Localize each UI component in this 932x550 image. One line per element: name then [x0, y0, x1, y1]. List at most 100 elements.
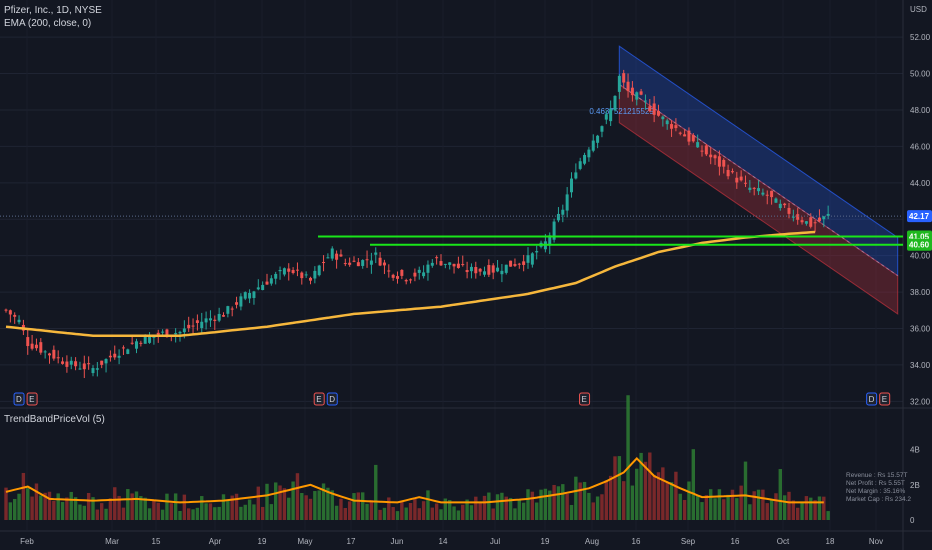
- candle-body: [208, 318, 212, 321]
- candle-body: [365, 259, 369, 261]
- time-axis-label: 14: [439, 537, 448, 546]
- candle-body: [195, 320, 199, 324]
- volume-bar: [200, 496, 204, 520]
- candle-body: [509, 260, 513, 267]
- volume-bar: [482, 495, 487, 520]
- candle-body: [704, 145, 708, 155]
- volume-bar: [582, 481, 587, 520]
- candle-body: [617, 75, 621, 92]
- candle-body: [748, 187, 752, 190]
- volume-bar: [330, 490, 334, 520]
- candle-body: [770, 190, 774, 198]
- volume-bar: [452, 506, 456, 520]
- candle-body: [409, 279, 413, 281]
- time-axis-label: Feb: [20, 537, 34, 546]
- volume-bar: [565, 493, 569, 520]
- volume-bar: [600, 494, 604, 520]
- candle-body: [548, 235, 552, 246]
- stat-revenue: Revenue : Rs 15.57T: [846, 472, 908, 479]
- candle-body: [635, 92, 639, 100]
- candle-body: [483, 271, 486, 275]
- volume-bar: [143, 497, 147, 520]
- volume-indicator-legend[interactable]: TrendBandPriceVol (5): [4, 414, 105, 425]
- candle-body: [34, 344, 38, 349]
- event-marker-label: D: [16, 395, 22, 404]
- candle-body: [121, 347, 125, 349]
- event-marker-label: E: [316, 395, 321, 404]
- volume-bar: [439, 509, 443, 520]
- ema-legend[interactable]: EMA (200, close, 0): [4, 18, 92, 29]
- candle-body: [504, 264, 508, 273]
- symbol-legend[interactable]: Pfizer, Inc., 1D, NYSE: [4, 5, 102, 16]
- volume-bar: [34, 483, 39, 520]
- candle-body: [178, 331, 182, 334]
- volume-bar: [21, 472, 26, 520]
- volume-bar: [191, 509, 195, 520]
- candle-body: [783, 203, 787, 206]
- last-price-tag-bg: [907, 210, 932, 223]
- volume-axis-label: 2B: [910, 481, 920, 490]
- candle-body: [104, 359, 108, 364]
- volume-bar: [700, 502, 704, 520]
- candle-body: [713, 155, 717, 159]
- candle-body: [448, 262, 452, 265]
- volume-bar: [343, 508, 347, 520]
- volume-bar: [56, 493, 60, 520]
- fundamentals-stats: Revenue : Rs 15.57T Net Profit : Rs 5.55…: [846, 472, 911, 504]
- candle-body: [630, 87, 634, 96]
- volume-bar: [95, 509, 100, 520]
- volume-bar: [765, 503, 769, 520]
- volume-bar: [426, 490, 430, 520]
- volume-bar: [86, 492, 91, 520]
- event-marker-label: E: [582, 395, 587, 404]
- candle-body: [356, 262, 360, 267]
- candle-body: [335, 253, 339, 260]
- price-axis-label: 40.00: [910, 252, 931, 261]
- time-axis-label: 16: [731, 537, 740, 546]
- volume-bar: [561, 484, 565, 520]
- candle-body: [456, 263, 460, 268]
- volume-bar: [43, 492, 47, 520]
- volume-bar: [630, 485, 635, 520]
- candle-body: [530, 253, 534, 265]
- volume-bar: [500, 492, 504, 520]
- candle-body: [652, 103, 656, 115]
- candle-body: [230, 308, 234, 310]
- volume-bar: [648, 452, 652, 520]
- candle-body: [95, 368, 99, 370]
- volume-bar: [113, 487, 117, 520]
- candle-body: [709, 154, 713, 158]
- candle-body: [52, 349, 56, 359]
- volume-bar: [108, 498, 113, 520]
- volume-bar: [574, 476, 578, 520]
- volume-bar: [169, 503, 173, 520]
- candle-body: [535, 251, 539, 253]
- candle-body: [39, 342, 43, 353]
- volume-bar: [495, 494, 500, 520]
- candle-body: [822, 216, 826, 220]
- volume-bar: [456, 510, 461, 520]
- volume-bar: [239, 506, 243, 520]
- candle-body: [744, 182, 747, 184]
- candle-body: [413, 272, 417, 277]
- volume-bar: [735, 498, 739, 520]
- volume-bar: [8, 502, 13, 520]
- candle-body: [717, 156, 721, 167]
- candle-body: [478, 268, 482, 272]
- volume-bar: [504, 496, 508, 520]
- candle-body: [696, 142, 700, 148]
- volume-bar: [4, 487, 8, 520]
- volume-bar: [352, 493, 356, 520]
- candle-body: [374, 252, 378, 255]
- candle-body: [487, 265, 491, 275]
- candle-body: [361, 260, 365, 266]
- candle-body: [804, 221, 808, 224]
- candle-body: [287, 268, 291, 272]
- volume-bar: [517, 499, 521, 520]
- volume-bar: [300, 492, 304, 520]
- candle-body: [261, 284, 265, 291]
- volume-bar: [691, 449, 695, 520]
- candle-body: [213, 319, 217, 321]
- price-axis-label: 50.00: [910, 70, 931, 79]
